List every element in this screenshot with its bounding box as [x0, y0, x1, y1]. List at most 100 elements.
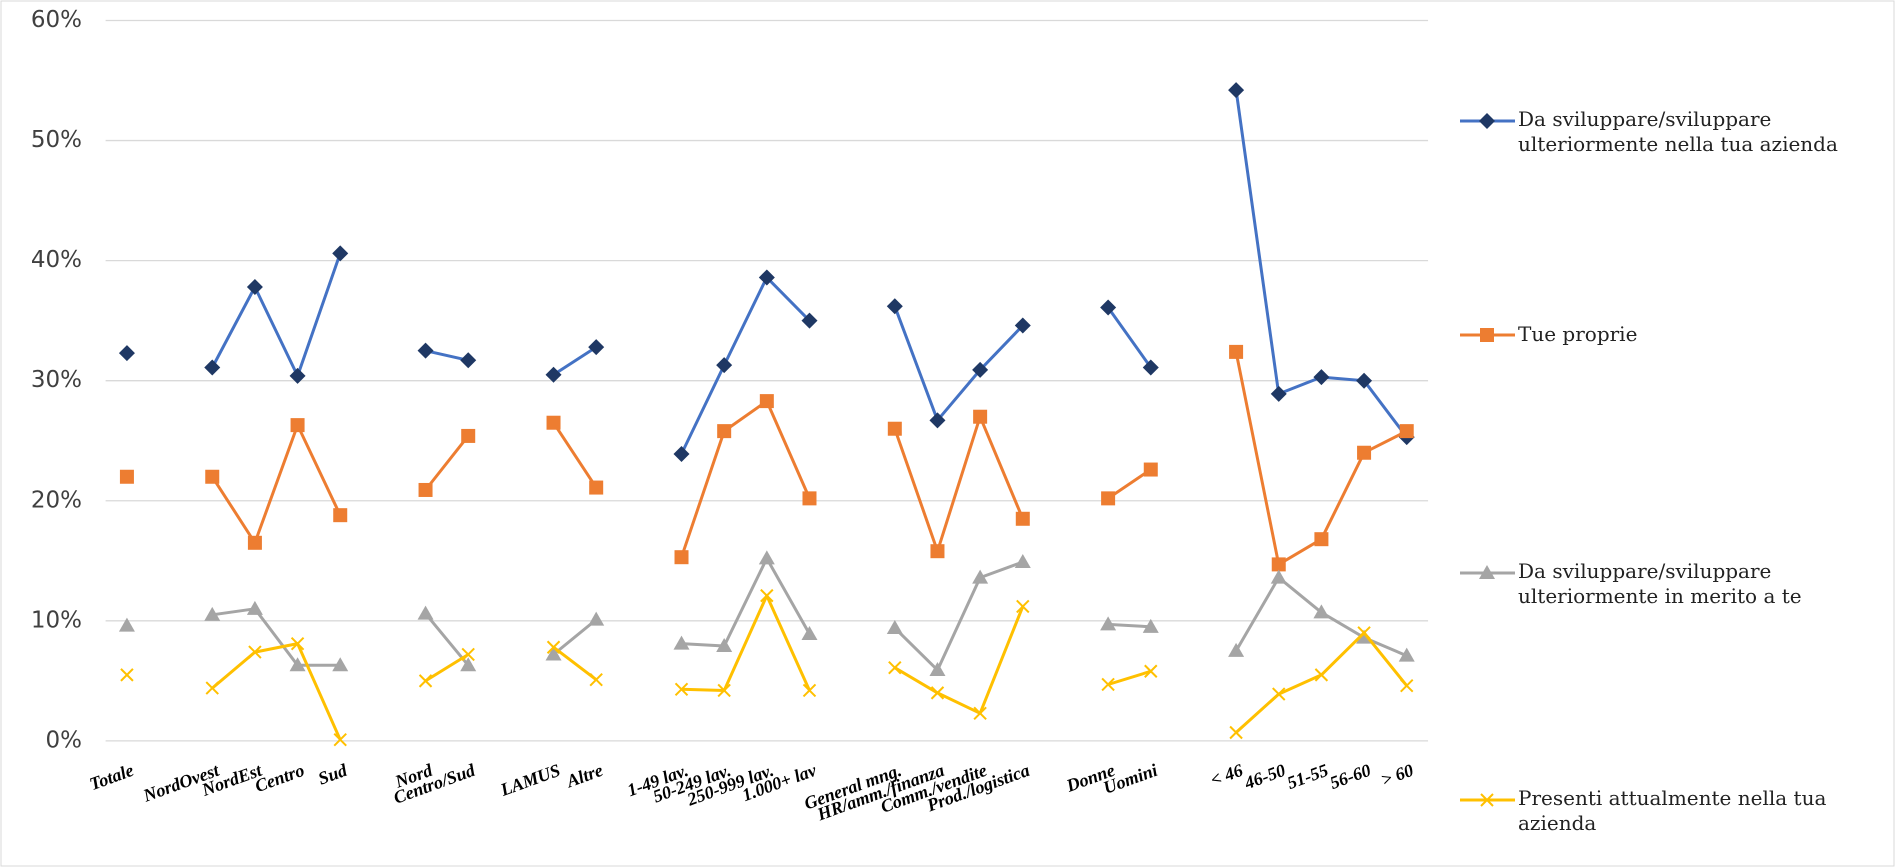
marker [248, 645, 262, 659]
marker [246, 279, 263, 296]
marker [247, 535, 262, 550]
marker [290, 636, 305, 651]
marker [588, 339, 605, 356]
marker [1270, 569, 1287, 584]
y-tick-label: 20% [31, 487, 82, 513]
marker [332, 245, 349, 262]
marker [972, 361, 989, 378]
marker [418, 482, 433, 497]
marker [546, 415, 561, 430]
y-tick-label: 50% [31, 127, 82, 153]
marker [118, 617, 135, 632]
marker [1229, 725, 1243, 740]
legend-marker [1479, 565, 1495, 579]
marker [930, 544, 945, 559]
marker [545, 366, 562, 383]
marker [1143, 462, 1158, 477]
marker [589, 672, 603, 687]
marker [1399, 424, 1414, 439]
marker [1016, 599, 1030, 614]
marker [930, 686, 945, 700]
legend-label: Da sviluppare/sviluppare ulteriormente n… [1518, 107, 1838, 156]
marker [1270, 385, 1287, 402]
legend-text-box: Da sviluppare/sviluppare ulteriormente n… [1518, 107, 1838, 156]
marker [460, 352, 477, 369]
marker [290, 418, 305, 433]
marker [546, 640, 561, 654]
marker [801, 626, 818, 641]
marker [887, 421, 902, 436]
legend-item: Da sviluppare/sviluppare ulteriormente i… [1460, 559, 1802, 608]
marker [758, 550, 775, 565]
marker [1271, 557, 1286, 572]
marker [1014, 554, 1031, 569]
marker [118, 345, 135, 362]
marker [1313, 604, 1330, 619]
y-tick-label: 30% [31, 367, 82, 393]
legend-label: Tue proprie [1518, 322, 1638, 346]
marker [589, 480, 604, 495]
marker [460, 657, 477, 672]
marker [588, 611, 605, 626]
marker [461, 428, 476, 443]
marker [973, 706, 987, 720]
marker [760, 588, 774, 603]
marker [1314, 532, 1329, 547]
y-tick-label: 10% [31, 607, 82, 633]
legend-item: Da sviluppare/sviluppare ulteriormente n… [1460, 107, 1838, 156]
marker [120, 668, 134, 682]
marker [973, 409, 988, 424]
marker [972, 569, 989, 584]
marker [673, 445, 690, 462]
marker [205, 681, 219, 695]
marker [545, 646, 562, 661]
legend-label: Da sviluppare/sviluppare ulteriormente i… [1518, 559, 1802, 608]
marker [1229, 344, 1244, 359]
marker [888, 660, 902, 675]
marker [1144, 664, 1158, 678]
marker [1357, 445, 1372, 460]
marker [204, 606, 221, 621]
marker [1356, 372, 1373, 389]
marker [674, 682, 689, 696]
series-line [211, 351, 1408, 566]
marker [758, 269, 775, 286]
legend-marker [1479, 113, 1495, 129]
marker [1228, 82, 1245, 99]
marker [673, 635, 690, 650]
legend-marker [1480, 328, 1494, 342]
marker [119, 469, 134, 484]
marker [417, 605, 434, 620]
marker [801, 312, 818, 329]
marker [1398, 647, 1415, 662]
marker [1314, 668, 1329, 682]
legend-text-box: Presenti attualmente nella tua azienda [1518, 786, 1826, 835]
legend-text-box: Tue proprie [1518, 322, 1638, 346]
marker [716, 357, 733, 374]
legend-marker [1480, 793, 1494, 807]
marker [1015, 511, 1030, 526]
marker [759, 394, 774, 409]
legend-item: Presenti attualmente nella tua azienda [1460, 786, 1826, 835]
marker [886, 620, 903, 635]
marker [461, 647, 475, 662]
marker [1142, 618, 1159, 633]
marker [289, 367, 306, 384]
legend-item: Tue proprie [1460, 322, 1638, 346]
series-line [210, 89, 1408, 455]
series-line [211, 594, 1408, 741]
marker [204, 359, 221, 376]
series-line [212, 556, 1408, 672]
marker [417, 342, 434, 359]
y-tick-label: 40% [31, 247, 82, 273]
marker [802, 683, 817, 698]
marker [333, 508, 348, 523]
marker [1313, 369, 1330, 386]
marker [1357, 626, 1371, 640]
legend-text-box: Da sviluppare/sviluppare ulteriormente i… [1518, 559, 1802, 608]
marker [1272, 687, 1286, 701]
marker [332, 657, 349, 672]
marker [929, 412, 946, 429]
